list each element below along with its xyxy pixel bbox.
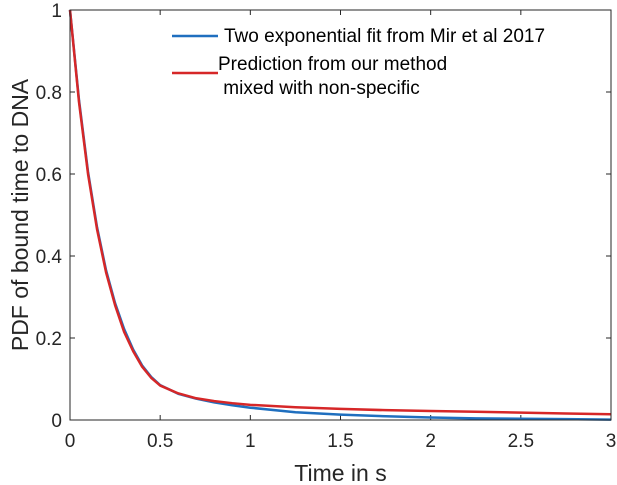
plot-frame xyxy=(69,9,612,421)
y-tick-label: 0 xyxy=(51,411,62,432)
x-tick-label: 0.5 xyxy=(147,431,173,452)
x-tick-label: 1 xyxy=(245,431,256,452)
x-tick-label: 3 xyxy=(606,431,617,452)
y-axis-label: PDF of bound time to DNA xyxy=(7,78,33,351)
series-layer xyxy=(68,9,612,421)
y-tick-label: 0.2 xyxy=(36,329,62,350)
y-tick-label: 0.4 xyxy=(36,247,63,268)
x-axis-label: Time in s xyxy=(294,460,386,485)
y-tick-label: 0.6 xyxy=(36,165,62,186)
legend-label-prediction-line: mixed with non-specific xyxy=(218,78,420,99)
x-tick-label: 0 xyxy=(65,431,76,452)
legend-label-prediction-line: Prediction from our method xyxy=(218,54,447,75)
legend: Two exponential fit from Mir et al 2017 … xyxy=(172,26,545,99)
x-tick-label: 2 xyxy=(425,431,436,452)
y-tick-label: 0.8 xyxy=(36,83,62,104)
x-tick-label: 2.5 xyxy=(508,431,534,452)
plot-area xyxy=(70,10,611,420)
y-axis-ticks: 0 0.2 0.4 0.6 0.8 1 xyxy=(36,1,611,432)
series-line-1 xyxy=(68,9,612,416)
x-tick-label: 1.5 xyxy=(327,431,353,452)
legend-label-prediction: Prediction from our method mixed with no… xyxy=(218,54,447,99)
y-tick-label: 1 xyxy=(51,1,62,22)
legend-label-two-exponential-fit: Two exponential fit from Mir et al 2017 xyxy=(224,26,545,47)
